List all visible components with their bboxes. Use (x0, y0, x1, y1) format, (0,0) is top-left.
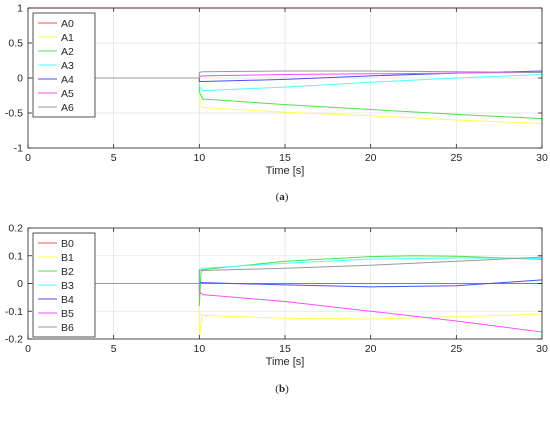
y-tick-label: -0.1 (5, 306, 23, 318)
y-tick-label: 0 (17, 278, 23, 290)
y-tick-label: -0.2 (5, 334, 23, 346)
x-tick-label: 10 (193, 343, 205, 355)
x-tick-label: 25 (450, 343, 462, 355)
legend: B0 B1 B2 B3 B4 B5 B6 (32, 232, 96, 338)
legend-label-a2: A2 (61, 46, 74, 58)
x-tick-label: 5 (111, 343, 117, 355)
legend-label-a0: A0 (61, 18, 74, 30)
x-tick-label: 25 (450, 152, 462, 164)
legend-label-b0: B0 (61, 238, 74, 250)
x-tick-label: 15 (279, 343, 291, 355)
x-tick-label: 20 (365, 343, 377, 355)
series-line-b5 (28, 283, 543, 333)
y-tick-label: 0.5 (8, 38, 23, 50)
legend-label-b1: B1 (61, 252, 74, 264)
x-axis-label: Time [s] (266, 356, 305, 368)
x-tick-label: 30 (536, 343, 548, 355)
legend-label-b4: B4 (61, 294, 74, 306)
legend: A0 A1 A2 A3 A4 A5 A6 (32, 12, 96, 118)
x-tick-label: 30 (536, 152, 548, 164)
figure-caption: (a) (276, 191, 289, 203)
legend-label-b2: B2 (61, 266, 74, 278)
legend-label-b3: B3 (61, 280, 74, 292)
y-tick-label: -0.5 (5, 108, 23, 120)
y-tick-label: 1 (17, 3, 23, 15)
series-line-b6 (28, 256, 543, 284)
legend-label-b6: B6 (61, 322, 74, 334)
x-tick-label: 0 (25, 343, 31, 355)
y-tick-label: 0.1 (8, 250, 23, 262)
legend-label-a5: A5 (61, 88, 74, 100)
legend-label-a4: A4 (61, 74, 74, 86)
figure-caption: (b) (275, 383, 289, 395)
x-tick-label: 10 (193, 152, 205, 164)
x-axis-label: Time [s] (266, 165, 305, 177)
legend-label-a1: A1 (61, 32, 74, 44)
y-tick-label: 0.2 (8, 223, 23, 235)
x-tick-label: 5 (111, 152, 117, 164)
x-tick-label: 0 (25, 152, 31, 164)
legend-label-a6: A6 (61, 102, 74, 114)
legend-label-b5: B5 (61, 308, 74, 320)
y-tick-label: 0 (17, 73, 23, 85)
legend-label-a3: A3 (61, 60, 74, 72)
y-tick-label: -1 (14, 143, 23, 155)
x-tick-label: 15 (279, 152, 291, 164)
x-tick-label: 20 (365, 152, 377, 164)
series-line-a6 (28, 70, 543, 79)
